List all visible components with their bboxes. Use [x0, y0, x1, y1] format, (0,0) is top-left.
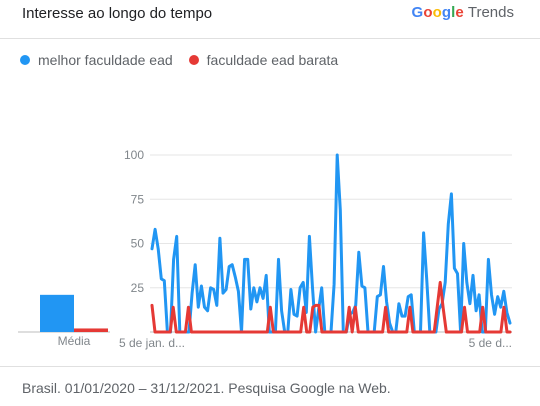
- legend-item-faculdade-ead-barata[interactable]: faculdade ead barata: [188, 52, 339, 68]
- header-divider: [0, 38, 540, 39]
- average-bar: [40, 294, 74, 332]
- google-trends-logo: Google Trends: [412, 4, 514, 21]
- average-bars: Média: [40, 294, 108, 348]
- legend-label: faculdade ead barata: [206, 52, 339, 68]
- series-lines: [150, 153, 512, 334]
- trends-wordmark: Trends: [467, 4, 514, 21]
- y-tick-label: 25: [131, 281, 145, 295]
- y-tick-label: 50: [131, 237, 145, 251]
- average-bar: [74, 328, 108, 332]
- series-line: [150, 280, 512, 334]
- google-wordmark: Google: [411, 4, 464, 21]
- y-tick-labels: 25 50 75 100: [124, 148, 144, 295]
- footer-divider: [0, 366, 540, 367]
- chart-title: Interesse ao longo do tempo: [22, 5, 213, 22]
- legend-dot-icon: [20, 55, 30, 65]
- legend-label: melhor faculdade ead: [38, 52, 173, 68]
- x-tick-label: 5 de jan. d...: [119, 336, 185, 350]
- x-tick-labels: 5 de jan. d... 5 de d...: [119, 336, 512, 350]
- trend-chart: 25 50 75 100 Média 5 de jan. d... 5 de d...: [18, 148, 512, 350]
- x-tick-label: 5 de d...: [469, 336, 512, 350]
- legend-item-melhor-faculdade-ead[interactable]: melhor faculdade ead: [20, 52, 173, 68]
- y-tick-label: 100: [124, 148, 144, 162]
- y-tick-label: 75: [131, 192, 145, 206]
- legend-dot-icon: [188, 55, 199, 65]
- average-label: Média: [58, 334, 91, 348]
- legend: melhor faculdade ead faculdade ead barat…: [20, 52, 354, 68]
- footer-text: Brasil. 01/01/2020 – 31/12/2021. Pesquis…: [22, 380, 391, 396]
